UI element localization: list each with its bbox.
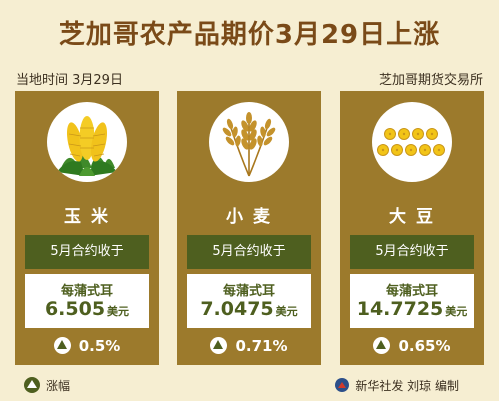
contract-label: 5月合约收于 (350, 235, 474, 269)
change-row: 0.65% (340, 337, 484, 355)
credit: 新华社发 刘琼 编制 (335, 377, 459, 394)
price-value: 14.7725 (356, 298, 444, 320)
change-value: 0.65% (398, 337, 451, 355)
unit-label: 每蒲式耳 (222, 284, 275, 299)
page-title: 芝加哥农产品期价3月29日上涨 (58, 20, 441, 50)
soybean-icon (372, 102, 452, 182)
price-box: 每蒲式耳 7.0475 美元 (187, 274, 311, 328)
legend-label: 涨幅 (46, 379, 71, 393)
exchange-label: 芝加哥期货交易所 (378, 73, 483, 88)
date-label: 当地时间 3月29日 (16, 73, 123, 88)
soybean-card: 大 豆 5月合约收于 每蒲式耳 14.7725 美元 0.65% (340, 91, 484, 365)
up-arrow-icon (373, 337, 391, 354)
currency-label: 美元 (445, 305, 468, 318)
commodity-name: 大 豆 (389, 207, 435, 227)
commodity-name: 玉 米 (64, 207, 110, 227)
up-arrow-icon (53, 337, 71, 354)
credit-text: 新华社发 刘琼 编制 (355, 379, 459, 393)
change-value: 0.5% (78, 337, 121, 355)
price-box: 每蒲式耳 14.7725 美元 (350, 274, 474, 328)
change-value: 0.71% (235, 337, 288, 355)
contract-label: 5月合约收于 (187, 235, 311, 269)
contract-label: 5月合约收于 (25, 235, 149, 269)
legend: 涨幅 (24, 377, 70, 394)
up-arrow-icon (210, 337, 228, 354)
corn-icon (47, 102, 127, 182)
corn-card: 玉 米 5月合约收于 每蒲式耳 6.505 美元 0.5% (15, 91, 159, 365)
currency-label: 美元 (107, 305, 130, 318)
up-arrow-icon (24, 377, 40, 393)
change-row: 0.71% (177, 337, 321, 355)
price-box: 每蒲式耳 6.505 美元 (25, 274, 149, 328)
price-value: 7.0475 (200, 298, 274, 320)
currency-label: 美元 (275, 305, 298, 318)
wheat-card: 小 麦 5月合约收于 每蒲式耳 7.0475 美元 0.71% (177, 91, 321, 365)
unit-label: 每蒲式耳 (60, 284, 113, 299)
wheat-icon (209, 102, 289, 182)
change-row: 0.5% (15, 337, 159, 355)
xinhua-logo-icon (335, 378, 350, 392)
unit-label: 每蒲式耳 (385, 284, 438, 299)
commodity-name: 小 麦 (226, 207, 272, 227)
price-value: 6.505 (44, 298, 106, 320)
